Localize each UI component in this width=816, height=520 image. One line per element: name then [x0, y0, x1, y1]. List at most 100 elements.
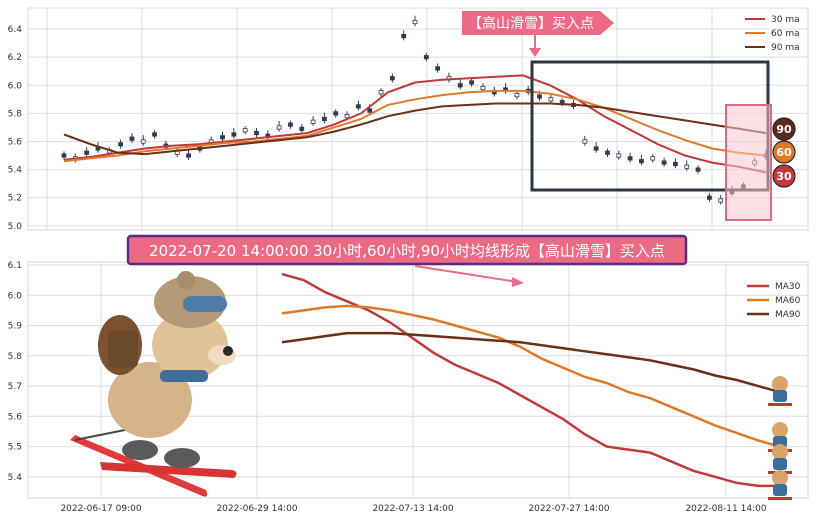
candle-body [367, 108, 373, 113]
candle-body [299, 126, 305, 131]
bottom-y-axis: 5.4 5.5 5.6 5.7 5.8 5.9 6.0 6.1 [8, 261, 23, 483]
bottom-ytick-label: 5.4 [8, 473, 23, 483]
top-ma-lines [63, 74, 767, 174]
candle-body [140, 139, 146, 144]
bottom-xtick-label: 2022-08-11 14:00 [685, 504, 766, 514]
top-legend: 30 ma 60 ma 90 ma [745, 15, 800, 53]
candle-body [582, 139, 588, 144]
candle-body [242, 128, 248, 133]
candle-body [412, 19, 418, 25]
candle-body [537, 94, 542, 99]
badge-90 [772, 117, 796, 141]
ma-line-90ma [63, 102, 767, 156]
bottom-ytick-label: 5.5 [8, 443, 22, 453]
annotation-arrow [512, 277, 524, 287]
candle-body [61, 153, 67, 158]
top-grid [28, 8, 808, 230]
candle-body [355, 104, 361, 109]
badge-30 [772, 164, 796, 188]
top-ytick-label: 5.0 [8, 222, 23, 232]
buy-flag: 【高山滑雪】买入点 [462, 11, 614, 57]
candle-body [650, 156, 656, 161]
bottom-xtick-label: 2022-06-17 09:00 [60, 504, 141, 514]
candle-body [469, 80, 475, 85]
legend-90ma: 90 ma [771, 43, 800, 53]
ma-line-30ma [63, 74, 767, 174]
legend-ma90: MA90 [775, 310, 801, 320]
candle-body [310, 119, 316, 124]
candle-body [435, 66, 441, 71]
bottom-ytick-label: 6.1 [8, 261, 22, 271]
candle-body [254, 130, 259, 136]
bottom-panel: 5.4 5.5 5.6 5.7 5.8 5.9 6.0 6.1 2022-06-17 09:0… [8, 261, 809, 514]
top-ytick-label: 5.6 [8, 137, 23, 147]
buy-zone-box [725, 104, 772, 221]
buy-flag-arrow [529, 48, 541, 57]
legend-ma60: MA60 [775, 296, 801, 306]
candle-body [684, 164, 690, 169]
top-ytick-label: 6.2 [8, 53, 22, 63]
candle-body [378, 90, 384, 95]
legend-ma30: MA30 [775, 282, 801, 292]
candle-body [389, 76, 395, 81]
candle-body [333, 111, 339, 116]
candle-body [401, 34, 407, 39]
candle-body [231, 132, 237, 137]
bottom-xtick-label: 2022-06-29 14:00 [216, 504, 297, 514]
candle-body [220, 135, 225, 140]
candle-body [118, 142, 124, 147]
candle-body [186, 153, 191, 158]
bottom-ytick-label: 5.9 [8, 322, 23, 332]
legend-30ma: 30 ma [771, 15, 800, 25]
top-ytick-label: 6.0 [8, 81, 23, 91]
candle-body [276, 125, 282, 130]
top-ytick-label: 6.4 [8, 25, 23, 35]
mini-skier-icons [768, 376, 792, 500]
series-line-ma60 [281, 304, 781, 448]
candle-body [695, 167, 701, 172]
candle-body [627, 156, 633, 161]
bottom-legend: MA30 MA60 MA90 [747, 282, 801, 320]
candle-body [718, 198, 724, 203]
candle-body [593, 146, 599, 151]
badge-30-label: 30 [776, 170, 792, 183]
legend-60ma: 60 ma [771, 29, 800, 39]
bottom-xtick-label: 2022-07-13 14:00 [372, 504, 453, 514]
buy-flag-text: 【高山滑雪】买入点 [468, 15, 594, 32]
candle-body [129, 136, 135, 141]
top-y-axis: 5.0 5.2 5.4 5.6 5.8 6.0 6.2 6.4 [8, 25, 23, 232]
candle-body [605, 150, 610, 155]
bottom-ytick-label: 5.8 [8, 352, 23, 362]
candle-body [616, 153, 622, 158]
bottom-ytick-label: 5.7 [8, 382, 22, 392]
badge-90-label: 90 [776, 123, 792, 136]
ma-line-60ma [63, 89, 767, 163]
series-line-ma90 [281, 331, 781, 394]
ma-badges: 90 60 30 [772, 117, 796, 188]
bottom-x-axis: 2022-06-17 09:00 2022-06-29 14:00 2022-07-… [60, 504, 766, 514]
candle-body [423, 55, 429, 60]
candle-body [548, 97, 554, 102]
candle-body [639, 159, 644, 164]
badge-60-label: 60 [776, 146, 792, 159]
top-ytick-label: 5.2 [8, 194, 22, 204]
top-panel: 5.0 5.2 5.4 5.6 5.8 6.0 6.2 6.4 【高山滑雪】买入点 90 60… [8, 7, 809, 232]
candle-body [673, 161, 678, 167]
candle-body [457, 83, 463, 88]
candle-body [480, 86, 486, 91]
candle-body [706, 195, 712, 200]
bottom-ma-lines [281, 272, 781, 488]
candle-body [84, 150, 90, 155]
series-line-ma30 [281, 272, 780, 488]
badge-60 [772, 140, 796, 164]
candle-body [514, 93, 520, 98]
bottom-ytick-label: 5.6 [8, 412, 23, 422]
top-ytick-label: 5.4 [8, 166, 23, 176]
bottom-ytick-label: 6.0 [8, 291, 23, 301]
candle-body [661, 160, 667, 165]
candle-body [344, 114, 350, 119]
top-ytick-label: 5.8 [8, 109, 23, 119]
candle-body [152, 132, 157, 137]
annotation-banner: 2022-07-20 14:00:00 30小时,60小时,90小时均线形成【高… [126, 234, 688, 287]
